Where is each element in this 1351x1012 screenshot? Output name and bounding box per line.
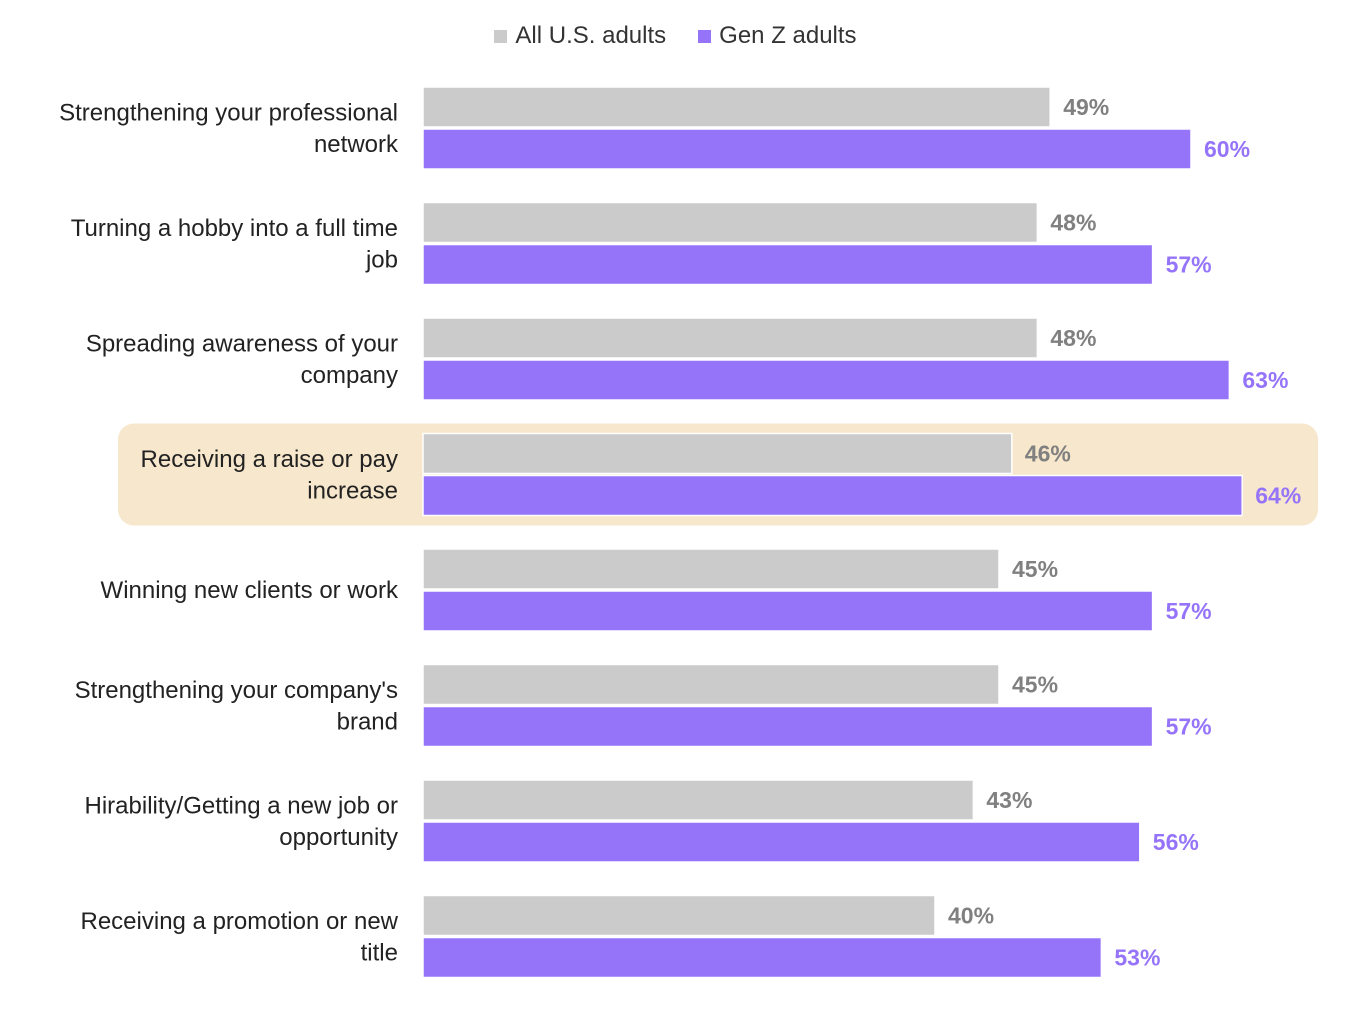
category-label: Receiving a promotion or new title — [81, 908, 399, 967]
bar-all-us-adults — [422, 779, 975, 821]
bar-gen-z-adults — [422, 821, 1141, 863]
category-label: Receiving a raise or pay increase — [141, 446, 398, 505]
value-label: 57% — [1166, 252, 1212, 278]
legend-swatch-all-us-adults — [494, 29, 508, 43]
value-label: 57% — [1166, 714, 1212, 740]
value-label: 48% — [1050, 325, 1096, 351]
bar-gen-z-adults — [422, 936, 1103, 979]
bar-all-us-adults — [422, 894, 936, 937]
legend-item-gen-z-adults: Gen Z adults — [698, 22, 857, 50]
bar-gen-z-adults — [422, 474, 1243, 517]
value-label: 63% — [1242, 367, 1288, 393]
legend-label-all-us-adults: All U.S. adults — [515, 22, 667, 49]
legend-item-all-us-adults: All U.S. adults — [494, 22, 666, 50]
legend-swatch-gen-z-adults — [698, 29, 712, 43]
category-label: Strengthening your professional network — [59, 99, 399, 158]
value-label: 64% — [1255, 483, 1301, 509]
bar-gen-z-adults — [422, 128, 1192, 170]
bar-gen-z-adults — [422, 590, 1154, 632]
bar-all-us-adults — [422, 432, 1013, 475]
value-label: 43% — [986, 787, 1032, 813]
bar-all-us-adults — [422, 201, 1039, 244]
value-label: 49% — [1063, 94, 1109, 120]
value-label: 53% — [1114, 945, 1160, 971]
bar-all-us-adults — [422, 317, 1039, 359]
category-label: Strengthening your company's brand — [75, 677, 398, 736]
bar-all-us-adults — [422, 86, 1051, 128]
bar-all-us-adults — [422, 663, 1000, 706]
category-label: Spreading awareness of your company — [86, 330, 398, 389]
value-label: 56% — [1153, 829, 1199, 855]
legend-label-gen-z-adults: Gen Z adults — [719, 22, 857, 49]
bar-gen-z-adults — [422, 359, 1231, 401]
bar-gen-z-adults — [422, 243, 1154, 286]
value-label: 48% — [1050, 210, 1096, 236]
category-label: Winning new clients or work — [101, 577, 399, 604]
bar-all-us-adults — [422, 548, 1000, 590]
category-label: Hirability/Getting a new job or opportuni… — [85, 792, 398, 851]
value-label: 46% — [1025, 441, 1071, 467]
value-label: 45% — [1012, 556, 1058, 582]
category-label: Turning a hobby into a full time job — [71, 215, 398, 274]
legend: All U.S. adults Gen Z adults — [0, 20, 1351, 52]
value-label: 57% — [1166, 598, 1212, 624]
value-label: 60% — [1204, 136, 1250, 162]
bar-gen-z-adults — [422, 705, 1154, 748]
value-label: 40% — [948, 903, 994, 929]
value-label: 45% — [1012, 672, 1058, 698]
